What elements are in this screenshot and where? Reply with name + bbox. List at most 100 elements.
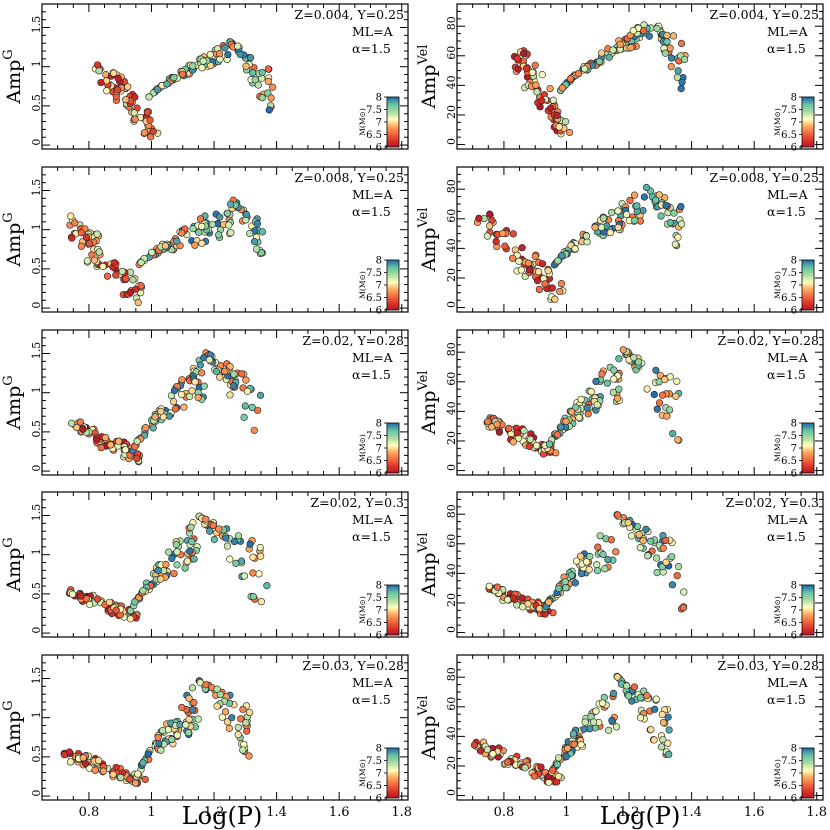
y-axis-label: AmpG: [1, 212, 25, 267]
scatter-point: [583, 558, 591, 566]
scatter-point: [258, 228, 267, 236]
scatter-point: [157, 746, 165, 754]
scatter-series: [485, 511, 688, 618]
scatter-point: [188, 538, 196, 546]
scatter-point: [90, 256, 99, 264]
scatter-point: [149, 424, 157, 432]
colorbar-label: M(M⊙): [773, 759, 782, 787]
scatter-point: [243, 727, 251, 735]
y-tick-label: 0.5: [30, 257, 43, 275]
scatter-point: [227, 200, 235, 208]
scatter-point: [677, 202, 685, 211]
scatter-point: [215, 49, 224, 58]
annotation-alpha: α=1.5: [352, 529, 391, 544]
scatter-point: [538, 71, 546, 79]
scatter-point: [614, 207, 622, 215]
scatter-point: [133, 454, 141, 463]
annotation-alpha: α=1.5: [767, 204, 806, 219]
scatter-point: [593, 561, 601, 569]
colorbar-tick-label: 8: [376, 744, 382, 755]
scatter-series: [91, 38, 277, 141]
scatter-point: [194, 715, 202, 723]
scatter-point: [200, 382, 208, 390]
scatter-point: [146, 116, 154, 124]
scatter-point: [484, 418, 492, 426]
scatter-point: [593, 567, 602, 575]
scatter-point: [238, 370, 246, 378]
y-tick-label: 0: [30, 627, 43, 634]
panel-7: 0 0.5 1 1.5 AmpG Z=0.02, Y=0.3 ML=A α=1.5 6 6.57 7…: [1, 491, 409, 642]
panel-9: 0.8 1 1.2 1.4 1.6 1.8 0 0.5 1 1.5 AmpG Z=0.03, Y=0.…: [1, 654, 412, 820]
scatter-point: [489, 750, 497, 758]
annotation-alpha: α=1.5: [767, 529, 806, 544]
colorbar: [386, 259, 400, 311]
colorbar-tick-label: 7: [791, 769, 797, 780]
y-tick-label: 80: [445, 179, 458, 193]
y-tick-label: 40: [445, 726, 458, 740]
scatter-point: [538, 260, 547, 268]
scatter-point: [93, 61, 102, 69]
scatter-point: [121, 446, 130, 454]
scatter-point: [642, 525, 650, 533]
scatter-point: [493, 420, 501, 428]
plot-frame: [41, 329, 409, 476]
scatter-point: [239, 705, 247, 714]
annotation-composition: Z=0.004, Y=0.25: [710, 7, 819, 22]
scatter-point: [242, 62, 250, 70]
scatter-point: [168, 554, 176, 563]
scatter-point: [249, 553, 257, 561]
colorbar-tick-label: 6.5: [366, 618, 382, 629]
y-axis-label: AmpVel: [416, 533, 440, 598]
scatter-point: [111, 259, 119, 267]
scatter-point: [221, 367, 229, 375]
scatter-point: [674, 233, 682, 241]
scatter-point: [199, 57, 207, 65]
scatter-point: [582, 232, 591, 240]
scatter-point: [636, 714, 645, 722]
annotation-alpha: α=1.5: [352, 204, 391, 219]
annotation-alpha: α=1.5: [767, 367, 806, 382]
y-axis-label: AmpVel: [416, 45, 440, 110]
scatter-point: [666, 406, 674, 414]
scatter-point: [202, 681, 210, 689]
scatter-point: [159, 726, 167, 735]
scatter-point: [218, 713, 226, 721]
y-axis-label-base: Amp: [418, 716, 440, 761]
colorbar-tick-label: 6: [791, 143, 797, 154]
scatter-series: [66, 196, 267, 307]
scatter-point: [476, 747, 485, 755]
scatter-point: [117, 773, 125, 782]
scatter-point: [154, 733, 162, 742]
scatter-point: [246, 54, 255, 62]
scatter-point: [642, 183, 651, 192]
colorbar-tick-label: 8: [376, 581, 382, 592]
scatter-point: [596, 532, 604, 540]
y-axis-label-sup: G: [1, 212, 16, 222]
scatter-point: [610, 375, 618, 383]
colorbar-tick-label: 8: [791, 581, 797, 592]
scatter-point: [615, 355, 623, 363]
scatter-point: [659, 718, 668, 727]
scatter-point: [598, 49, 606, 57]
scatter-point: [234, 42, 242, 50]
colorbar-label: M(M⊙): [773, 108, 782, 136]
annotation-ml: ML=A: [352, 675, 394, 690]
scatter-point: [161, 242, 169, 250]
y-axis-label-sup: Vel: [416, 45, 431, 66]
scatter-point: [149, 127, 157, 135]
scatter-point: [577, 552, 585, 560]
plot-frame: [41, 3, 409, 150]
y-axis-label: AmpG: [1, 49, 25, 104]
x-tick-label: 1.4: [681, 805, 702, 820]
scatter-point: [85, 240, 94, 248]
scatter-point: [226, 391, 234, 399]
colorbar-label: M(M⊙): [773, 596, 782, 624]
scatter-point: [182, 721, 190, 729]
colorbar: [386, 96, 400, 148]
scatter-point: [250, 238, 259, 246]
scatter-point: [263, 582, 271, 590]
scatter-point: [517, 266, 525, 274]
annotation-ml: ML=A: [352, 350, 394, 365]
scatter-point: [564, 744, 572, 753]
scatter-point: [183, 557, 192, 565]
